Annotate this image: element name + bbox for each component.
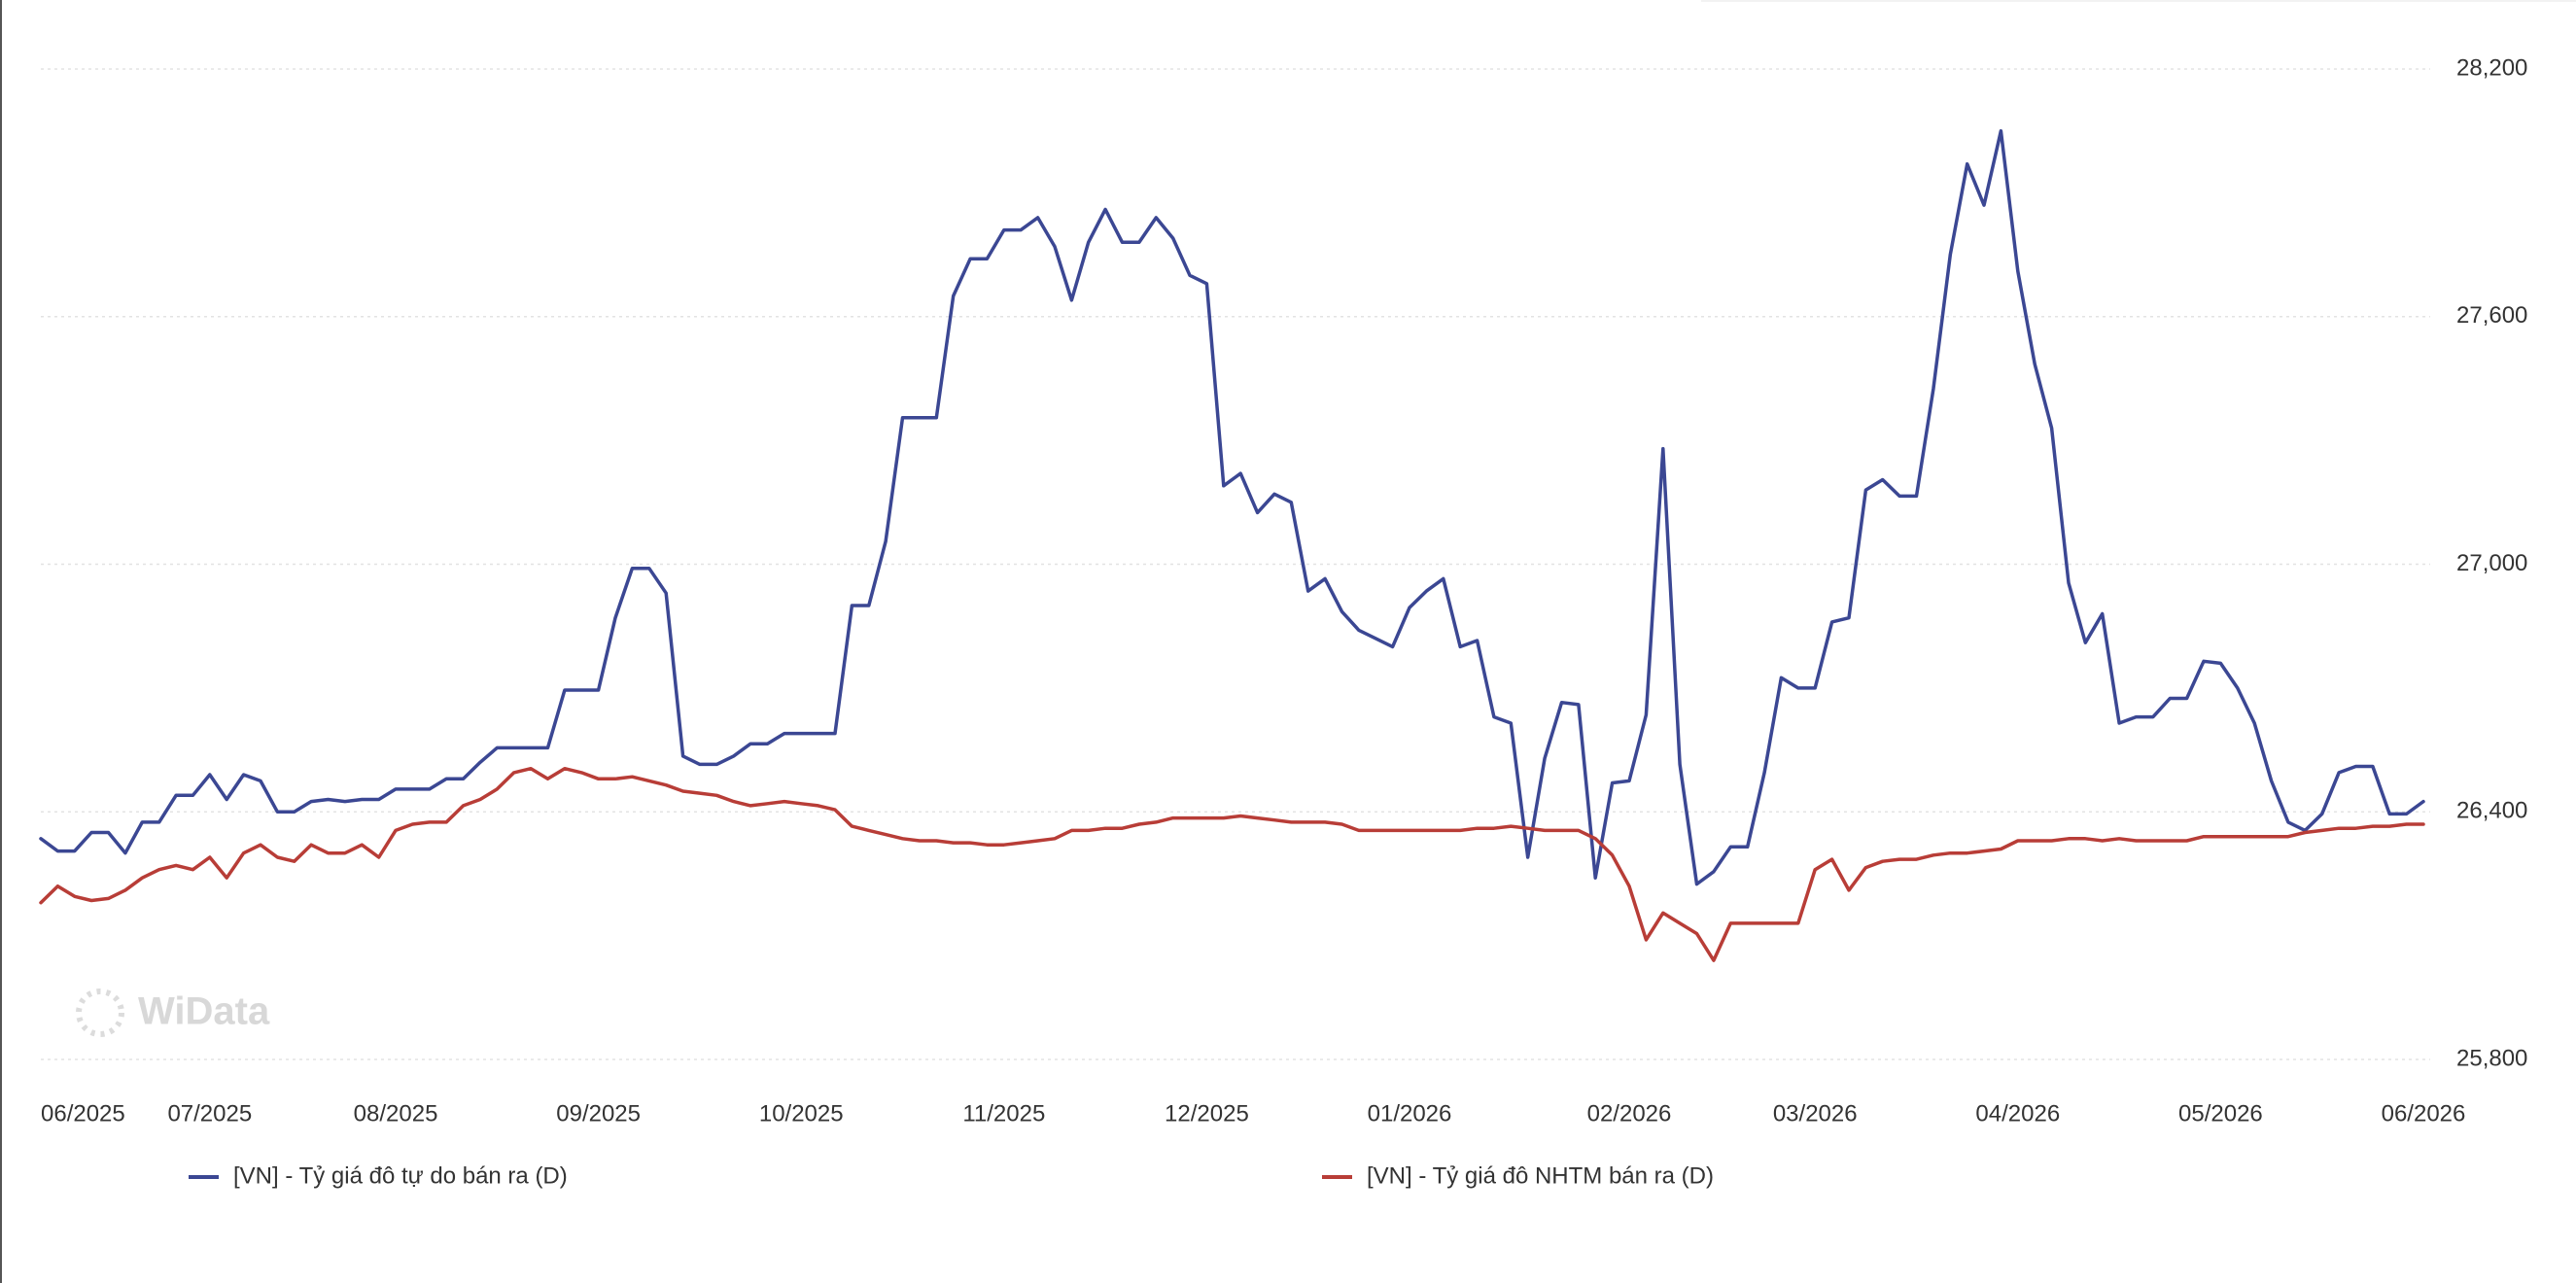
y-tick-label: 28,200 bbox=[2456, 54, 2527, 81]
x-tick-label: 02/2026 bbox=[1587, 1100, 1672, 1127]
x-tick-label: 07/2025 bbox=[167, 1100, 252, 1127]
line-series bbox=[39, 128, 2425, 886]
x-tick-label: 05/2026 bbox=[2178, 1100, 2263, 1127]
legend-item: [VN] - Tỷ giá đô tự do bán ra (D) bbox=[189, 1162, 568, 1189]
legend-item: [VN] - Tỷ giá đô NHTM bán ra (D) bbox=[1322, 1162, 1714, 1189]
panel-edge bbox=[1701, 0, 2576, 2]
x-tick-label: 10/2025 bbox=[759, 1100, 844, 1127]
x-tick-label: 04/2026 bbox=[1975, 1100, 2060, 1127]
legend-label: [VN] - Tỷ giá đô tự do bán ra (D) bbox=[233, 1162, 568, 1189]
x-tick-label: 06/2025 bbox=[41, 1100, 125, 1127]
watermark: WiData bbox=[76, 988, 270, 1037]
y-tick-label: 27,600 bbox=[2456, 302, 2527, 329]
x-tick-label: 06/2026 bbox=[2382, 1100, 2466, 1127]
watermark-icon bbox=[76, 988, 124, 1037]
x-tick-label: 11/2025 bbox=[962, 1100, 1045, 1127]
y-tick-label: 27,000 bbox=[2456, 550, 2527, 576]
legend-label: [VN] - Tỷ giá đô NHTM bán ra (D) bbox=[1367, 1162, 1714, 1189]
x-tick-label: 08/2025 bbox=[354, 1100, 438, 1127]
x-tick-label: 03/2026 bbox=[1773, 1100, 1858, 1127]
x-tick-label: 01/2026 bbox=[1368, 1100, 1452, 1127]
x-tick-label: 09/2025 bbox=[556, 1100, 641, 1127]
line-series bbox=[39, 766, 2425, 962]
y-tick-label: 26,400 bbox=[2456, 798, 2527, 824]
y-tick-label: 25,800 bbox=[2456, 1045, 2527, 1071]
x-tick-label: 12/2025 bbox=[1165, 1100, 1249, 1127]
watermark-text: WiData bbox=[138, 990, 270, 1033]
